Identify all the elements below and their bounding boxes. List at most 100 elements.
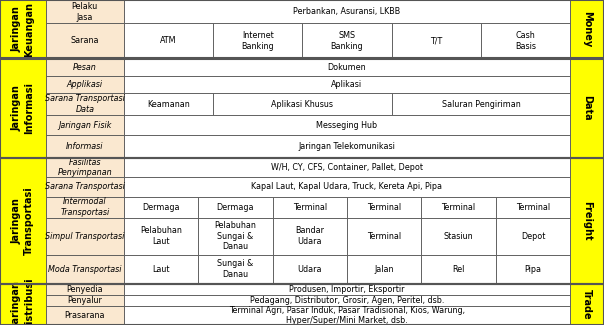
Text: Prasarana: Prasarana: [65, 311, 105, 320]
Bar: [0, 158, 604, 284]
Bar: [496, 217, 570, 255]
Text: Terminal: Terminal: [367, 202, 401, 212]
Text: T/T: T/T: [430, 36, 442, 46]
Bar: [570, 58, 604, 158]
Text: Dokumen: Dokumen: [328, 63, 366, 72]
Text: Aplikasi Khusus: Aplikasi Khusus: [271, 100, 333, 109]
Bar: [213, 93, 391, 115]
Bar: [272, 255, 347, 284]
Text: Freight: Freight: [582, 201, 592, 240]
Text: Saluran Pengiriman: Saluran Pengiriman: [442, 100, 520, 109]
Text: ATM: ATM: [160, 36, 177, 46]
Text: Jaringan Fisik: Jaringan Fisik: [58, 121, 112, 130]
Bar: [272, 217, 347, 255]
Text: Perbankan, Asuransi, LKBB: Perbankan, Asuransi, LKBB: [294, 7, 400, 16]
Bar: [46, 158, 124, 177]
Bar: [0, 158, 46, 284]
Text: Produsen, Importir, Eksportir: Produsen, Importir, Eksportir: [289, 285, 405, 294]
Text: Aplikasi: Aplikasi: [332, 80, 362, 89]
Bar: [496, 255, 570, 284]
Text: Money: Money: [582, 11, 592, 47]
Bar: [198, 197, 272, 217]
Bar: [0, 58, 604, 158]
Text: Sarana: Sarana: [71, 36, 99, 46]
Bar: [124, 0, 570, 23]
Bar: [46, 306, 124, 325]
Bar: [46, 0, 124, 23]
Text: Terminal: Terminal: [367, 232, 401, 240]
Bar: [124, 115, 570, 135]
Bar: [496, 197, 570, 217]
Text: Sungai &
Danau: Sungai & Danau: [217, 259, 254, 279]
Text: Kapal Laut, Kapal Udara, Truck, Kereta Api, Pipa: Kapal Laut, Kapal Udara, Truck, Kereta A…: [251, 182, 443, 191]
Bar: [124, 295, 570, 306]
Bar: [272, 197, 347, 217]
Bar: [570, 158, 604, 284]
Bar: [422, 197, 496, 217]
Text: Informasi: Informasi: [66, 142, 104, 151]
Bar: [46, 217, 124, 255]
Bar: [347, 255, 422, 284]
Bar: [46, 93, 124, 115]
Bar: [46, 255, 124, 284]
Text: Pedagang, Distributor, Grosir, Agen, Peritel, dsb.: Pedagang, Distributor, Grosir, Agen, Per…: [250, 296, 444, 305]
Text: Applikasi: Applikasi: [67, 80, 103, 89]
Text: Simpul Transportasi: Simpul Transportasi: [45, 232, 124, 240]
Text: Rel: Rel: [452, 265, 464, 274]
Bar: [391, 93, 570, 115]
Bar: [124, 158, 570, 177]
Text: Dermaga: Dermaga: [143, 202, 180, 212]
Text: Udara: Udara: [298, 265, 322, 274]
Bar: [46, 76, 124, 93]
Text: Terminal Agri, Pasar Induk, Pasar Tradisional, Kios, Warung,
Hyper/Super/Mini Ma: Terminal Agri, Pasar Induk, Pasar Tradis…: [229, 306, 465, 325]
Bar: [422, 217, 496, 255]
Text: SMS
Banking: SMS Banking: [330, 31, 364, 51]
Text: Cash
Basis: Cash Basis: [515, 31, 536, 51]
Text: Depot: Depot: [521, 232, 545, 240]
Bar: [124, 76, 570, 93]
Bar: [46, 284, 124, 295]
Text: Dermaga: Dermaga: [217, 202, 254, 212]
Text: Jaringan
Keuangan: Jaringan Keuangan: [12, 2, 34, 57]
Bar: [124, 23, 213, 58]
Text: Pipa: Pipa: [524, 265, 541, 274]
Text: Pelaku
Jasa: Pelaku Jasa: [72, 2, 98, 21]
Bar: [570, 0, 604, 58]
Bar: [0, 58, 46, 158]
Text: Jaringan
Distribusi: Jaringan Distribusi: [12, 278, 34, 325]
Bar: [0, 284, 604, 325]
Text: Jaringan Telekomunikasi: Jaringan Telekomunikasi: [298, 142, 396, 151]
Text: Fasilitas
Penyimpanan: Fasilitas Penyimpanan: [57, 158, 112, 177]
Bar: [46, 135, 124, 158]
Text: Jaringan
Informasi: Jaringan Informasi: [12, 82, 34, 134]
Bar: [46, 197, 124, 217]
Text: Jaringan
Transportasi: Jaringan Transportasi: [12, 186, 34, 255]
Text: Data: Data: [582, 95, 592, 121]
Bar: [198, 255, 272, 284]
Bar: [124, 177, 570, 197]
Text: Messeging Hub: Messeging Hub: [316, 121, 378, 130]
Text: Moda Transportasi: Moda Transportasi: [48, 265, 121, 274]
Bar: [124, 135, 570, 158]
Bar: [570, 284, 604, 325]
Bar: [124, 58, 570, 76]
Bar: [46, 58, 124, 76]
Text: Pesan: Pesan: [73, 63, 97, 72]
Bar: [124, 217, 198, 255]
Bar: [124, 284, 570, 295]
Bar: [46, 23, 124, 58]
Text: Laut: Laut: [152, 265, 170, 274]
Bar: [46, 115, 124, 135]
Bar: [347, 217, 422, 255]
Bar: [0, 0, 46, 58]
Bar: [303, 23, 391, 58]
Bar: [124, 306, 570, 325]
Text: Terminal: Terminal: [293, 202, 327, 212]
Bar: [213, 23, 303, 58]
Text: Bandar
Udara: Bandar Udara: [295, 226, 324, 246]
Bar: [0, 0, 604, 58]
Bar: [46, 295, 124, 306]
Text: Jalan: Jalan: [374, 265, 394, 274]
Bar: [46, 177, 124, 197]
Text: Pelabuhan
Sungai &
Danau: Pelabuhan Sungai & Danau: [214, 221, 256, 251]
